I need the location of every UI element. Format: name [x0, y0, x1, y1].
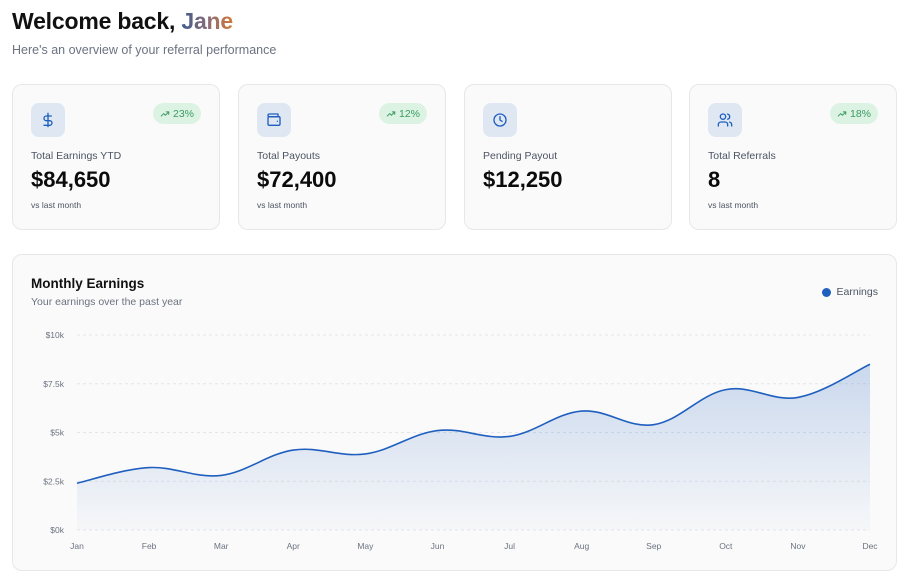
stat-value: $12,250 [483, 167, 563, 192]
earnings-data-point [74, 480, 80, 486]
earnings-data-point [290, 447, 296, 453]
stat-footnote: vs last month [257, 200, 308, 210]
trend-badge: 23% [152, 103, 201, 124]
stat-footnote: vs last month [31, 200, 82, 210]
legend-dot [821, 287, 831, 297]
stat-value: $72,400 [257, 167, 337, 192]
page-title: Welcome back, Jane [12, 8, 233, 35]
x-tick-label: May [357, 541, 374, 551]
trending-up-icon [160, 110, 170, 117]
chart-title: Monthly Earnings [31, 276, 145, 291]
page-subtitle: Here's an overview of your referral perf… [12, 43, 277, 57]
stat-label: Total Earnings YTD [31, 150, 122, 162]
x-tick-label: Aug [574, 541, 589, 551]
x-tick-label: Apr [287, 541, 300, 551]
x-tick-label: Feb [142, 541, 157, 551]
greeting-text: Welcome back, [12, 8, 176, 34]
x-tick-label: Oct [719, 541, 733, 551]
earnings-data-point [579, 408, 585, 414]
chart-legend[interactable]: Earnings [821, 286, 878, 298]
stat-card-pending[interactable]: Pending Payout $12,250 [464, 84, 672, 230]
y-tick-label: $5k [50, 428, 64, 438]
earnings-data-point [723, 387, 729, 393]
trending-up-icon [386, 110, 396, 117]
wallet-icon [257, 103, 291, 137]
monthly-earnings-card: Monthly Earnings Your earnings over the … [12, 254, 897, 571]
x-tick-label: Jan [70, 541, 84, 551]
earnings-data-point [795, 394, 801, 400]
y-tick-label: $7.5k [43, 379, 65, 389]
users-icon [708, 103, 742, 137]
stat-label: Total Referrals [708, 150, 776, 162]
earnings-data-point [867, 361, 873, 367]
x-tick-label: Jul [504, 541, 515, 551]
earnings-data-point [218, 472, 224, 478]
earnings-series-line [76, 363, 871, 484]
stat-label: Pending Payout [483, 150, 558, 162]
clock-icon [483, 103, 517, 137]
legend-label: Earnings [836, 286, 878, 298]
trend-badge-value: 18% [849, 107, 871, 120]
user-name: Jane [181, 8, 233, 34]
earnings-area-fill [77, 364, 870, 530]
stat-card-referrals[interactable]: 18% Total Referrals 8 vs last month [689, 84, 897, 230]
x-tick-label: Nov [790, 541, 806, 551]
stat-value: 8 [708, 167, 721, 192]
chart-subtitle: Your earnings over the past year [31, 296, 183, 308]
earnings-data-point [434, 428, 440, 434]
x-tick-label: Sep [646, 541, 661, 551]
earnings-data-point [507, 433, 513, 439]
trend-badge: 18% [829, 103, 878, 124]
y-tick-label: $0k [50, 525, 64, 535]
dollar-icon [31, 103, 65, 137]
earnings-data-point [651, 422, 657, 428]
stat-card-payouts[interactable]: 12% Total Payouts $72,400 vs last month [238, 84, 446, 230]
x-tick-label: Dec [862, 541, 878, 551]
trend-badge-value: 23% [172, 107, 194, 120]
trending-up-icon [837, 110, 847, 117]
earnings-data-point [362, 451, 368, 457]
x-tick-label: Jun [431, 541, 445, 551]
y-tick-label: $10k [46, 330, 65, 340]
x-tick-label: Mar [214, 541, 229, 551]
stat-footnote: vs last month [708, 200, 759, 210]
y-tick-label: $2.5k [43, 476, 65, 486]
stat-label: Total Payouts [257, 150, 321, 162]
earnings-area-chart[interactable]: $0k $2.5k $5k $7.5k $10k Jan Feb Mar Apr May Jun Ju… [13, 255, 898, 572]
earnings-data-point [146, 465, 152, 471]
trend-badge: 12% [378, 103, 427, 124]
stat-value: $84,650 [31, 167, 111, 192]
trend-badge-value: 12% [398, 107, 420, 120]
stat-card-earnings[interactable]: 23% Total Earnings YTD $84,650 vs last m… [12, 84, 220, 230]
